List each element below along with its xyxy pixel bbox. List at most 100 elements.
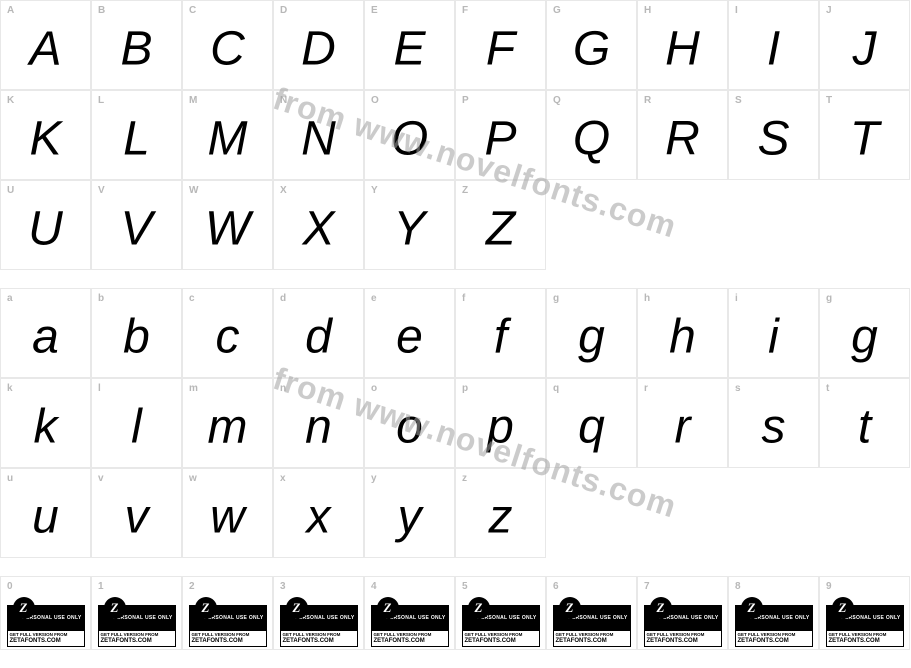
glyph-cell: ff (455, 288, 546, 378)
badge-bottom-line2: ZETAFONTS.COM (10, 638, 82, 645)
badge-bottom-line2: ZETAFONTS.COM (647, 638, 719, 645)
lowercase-grid: aabbccddeeffgghhiiggkkllmmnnooppqqrrsstt… (0, 288, 910, 558)
glyph-cell: PP (455, 90, 546, 180)
badge-top: ZPERSONAL USE ONLY (553, 605, 631, 631)
cell-label: T (826, 95, 832, 106)
zeta-logo-icon: Z (468, 597, 490, 619)
cell-label: e (371, 293, 377, 304)
zeta-logo-icon: Z (195, 597, 217, 619)
zeta-z-glyph: Z (839, 600, 847, 616)
cell-glyph: Q (573, 111, 610, 166)
glyph-cell: FF (455, 0, 546, 90)
cell-label: v (98, 473, 104, 484)
glyph-cell: YY (364, 180, 455, 270)
badge-bottom-line2: ZETAFONTS.COM (283, 638, 355, 645)
digit-grid: 0ZPERSONAL USE ONLYGET FULL VERSION FROM… (0, 576, 910, 650)
cell-glyph: y (398, 489, 422, 544)
cell-label: W (189, 185, 198, 196)
badge-bottom-line2: ZETAFONTS.COM (738, 638, 810, 645)
badge-top-text: PERSONAL USE ONLY (659, 616, 718, 621)
glyph-cell: 3ZPERSONAL USE ONLYGET FULL VERSION FROM… (273, 576, 364, 650)
cell-glyph: v (125, 489, 149, 544)
badge-bottom-line2: ZETAFONTS.COM (829, 638, 901, 645)
cell-label: N (280, 95, 287, 106)
glyph-cell: oo (364, 378, 455, 468)
cell-label: 8 (735, 581, 741, 592)
zeta-logo-icon: Z (559, 597, 581, 619)
cell-glyph: q (578, 399, 605, 454)
cell-glyph: B (120, 21, 152, 76)
cell-label: s (735, 383, 741, 394)
empty-cell (546, 180, 637, 270)
badge-top-text: PERSONAL USE ONLY (750, 616, 809, 621)
cell-label: D (280, 5, 287, 16)
badge-top-text: PERSONAL USE ONLY (22, 616, 81, 621)
badge-bottom: GET FULL VERSION FROMZETAFONTS.COM (644, 631, 722, 647)
cell-label: r (644, 383, 648, 394)
cell-glyph: a (32, 309, 59, 364)
cell-label: M (189, 95, 197, 106)
cell-label: O (371, 95, 379, 106)
badge-bottom-line2: ZETAFONTS.COM (556, 638, 628, 645)
glyph-cell: II (728, 0, 819, 90)
cell-glyph: b (123, 309, 150, 364)
cell-glyph: g (851, 309, 878, 364)
cell-glyph: g (578, 309, 605, 364)
glyph-cell: HH (637, 0, 728, 90)
badge-bottom: GET FULL VERSION FROMZETAFONTS.COM (98, 631, 176, 647)
glyph-cell: tt (819, 378, 910, 468)
zeta-z-glyph: Z (20, 600, 28, 616)
cell-label: o (371, 383, 377, 394)
glyph-cell: bb (91, 288, 182, 378)
cell-glyph: w (210, 489, 245, 544)
zetafonts-badge: ZPERSONAL USE ONLYGET FULL VERSION FROMZ… (553, 605, 631, 647)
empty-cell (637, 468, 728, 558)
glyph-cell: hh (637, 288, 728, 378)
cell-glyph: G (573, 21, 610, 76)
glyph-cell: xx (273, 468, 364, 558)
glyph-cell: 2ZPERSONAL USE ONLYGET FULL VERSION FROM… (182, 576, 273, 650)
glyph-cell: JJ (819, 0, 910, 90)
cell-label: p (462, 383, 468, 394)
cell-label: Z (462, 185, 468, 196)
cell-label: l (98, 383, 101, 394)
badge-bottom: GET FULL VERSION FROMZETAFONTS.COM (553, 631, 631, 647)
cell-glyph: o (396, 399, 423, 454)
cell-glyph: S (757, 111, 789, 166)
spacer (0, 558, 910, 576)
badge-bottom: GET FULL VERSION FROMZETAFONTS.COM (189, 631, 267, 647)
cell-label: 0 (7, 581, 13, 592)
glyph-cell: ee (364, 288, 455, 378)
cell-glyph: R (665, 111, 700, 166)
cell-glyph: X (302, 201, 334, 256)
cell-label: 3 (280, 581, 286, 592)
empty-cell (728, 468, 819, 558)
cell-glyph: p (487, 399, 514, 454)
zeta-z-glyph: Z (384, 600, 392, 616)
badge-bottom: GET FULL VERSION FROMZETAFONTS.COM (7, 631, 85, 647)
cell-glyph: r (675, 399, 691, 454)
empty-cell (819, 180, 910, 270)
glyph-cell: pp (455, 378, 546, 468)
cell-label: k (7, 383, 13, 394)
glyph-cell: XX (273, 180, 364, 270)
glyph-cell: QQ (546, 90, 637, 180)
glyph-cell: CC (182, 0, 273, 90)
cell-label: w (189, 473, 197, 484)
cell-glyph: E (393, 21, 425, 76)
cell-glyph: x (307, 489, 331, 544)
glyph-cell: EE (364, 0, 455, 90)
cell-label: H (644, 5, 651, 16)
cell-label: a (7, 293, 13, 304)
cell-label: u (7, 473, 13, 484)
zetafonts-badge: ZPERSONAL USE ONLYGET FULL VERSION FROMZ… (189, 605, 267, 647)
zetafonts-badge: ZPERSONAL USE ONLYGET FULL VERSION FROMZ… (462, 605, 540, 647)
zeta-logo-icon: Z (650, 597, 672, 619)
cell-label: E (371, 5, 378, 16)
glyph-cell: OO (364, 90, 455, 180)
cell-label: c (189, 293, 195, 304)
cell-label: G (553, 5, 561, 16)
glyph-cell: TT (819, 90, 910, 180)
zeta-logo-icon: Z (13, 597, 35, 619)
cell-label: J (826, 5, 832, 16)
